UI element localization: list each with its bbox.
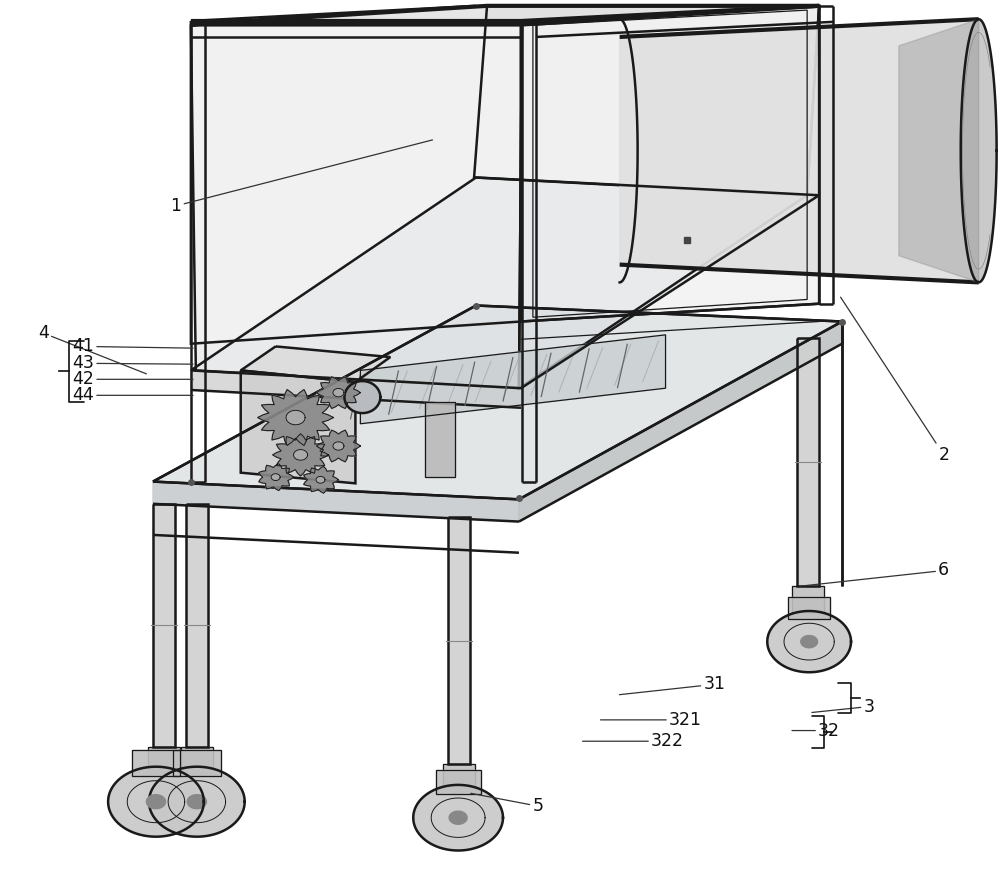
Polygon shape — [474, 6, 819, 195]
Polygon shape — [333, 442, 344, 450]
Polygon shape — [620, 19, 979, 283]
Text: 5: 5 — [471, 793, 543, 815]
Polygon shape — [344, 381, 380, 413]
Polygon shape — [108, 767, 204, 837]
Text: 322: 322 — [583, 732, 684, 750]
Text: 42: 42 — [72, 370, 193, 388]
Polygon shape — [316, 476, 325, 483]
Text: 2: 2 — [841, 297, 949, 464]
Polygon shape — [436, 770, 481, 794]
Polygon shape — [153, 305, 842, 500]
Polygon shape — [304, 467, 338, 493]
Text: 4: 4 — [38, 324, 146, 374]
Polygon shape — [286, 410, 305, 425]
Polygon shape — [273, 434, 328, 476]
Polygon shape — [899, 19, 979, 283]
Polygon shape — [797, 337, 819, 587]
Polygon shape — [271, 474, 280, 481]
Polygon shape — [317, 376, 360, 409]
Polygon shape — [241, 370, 355, 483]
Polygon shape — [317, 430, 360, 462]
Polygon shape — [241, 346, 390, 382]
Polygon shape — [191, 6, 819, 24]
Text: 1: 1 — [170, 140, 432, 215]
Polygon shape — [443, 764, 475, 791]
Polygon shape — [258, 390, 333, 445]
Text: 43: 43 — [72, 354, 193, 372]
Polygon shape — [259, 464, 294, 491]
Polygon shape — [191, 370, 521, 408]
Polygon shape — [191, 178, 819, 388]
Polygon shape — [187, 795, 206, 809]
Polygon shape — [173, 750, 221, 776]
Polygon shape — [153, 482, 519, 522]
Polygon shape — [294, 450, 308, 460]
Text: 41: 41 — [72, 337, 193, 355]
Polygon shape — [149, 767, 245, 837]
Polygon shape — [519, 6, 819, 388]
Polygon shape — [413, 785, 503, 850]
Polygon shape — [191, 24, 522, 388]
Polygon shape — [767, 611, 851, 673]
Text: 321: 321 — [601, 711, 702, 729]
Polygon shape — [788, 597, 830, 619]
Polygon shape — [792, 587, 824, 613]
Polygon shape — [961, 20, 997, 283]
Text: 31: 31 — [619, 675, 725, 695]
Polygon shape — [153, 504, 175, 747]
Polygon shape — [186, 504, 208, 747]
Text: 32: 32 — [792, 722, 840, 739]
Polygon shape — [132, 750, 180, 776]
Polygon shape — [333, 388, 344, 397]
Polygon shape — [191, 6, 487, 370]
Polygon shape — [801, 635, 818, 648]
Text: 3: 3 — [812, 698, 874, 715]
Polygon shape — [449, 811, 467, 824]
Polygon shape — [425, 401, 455, 477]
Polygon shape — [519, 321, 842, 522]
Text: 6: 6 — [800, 561, 949, 586]
Polygon shape — [148, 747, 180, 773]
Polygon shape — [181, 747, 213, 773]
Polygon shape — [191, 21, 521, 343]
Polygon shape — [448, 517, 470, 764]
Polygon shape — [521, 6, 819, 321]
Polygon shape — [146, 795, 166, 809]
Text: 44: 44 — [72, 386, 193, 404]
Polygon shape — [360, 334, 666, 424]
